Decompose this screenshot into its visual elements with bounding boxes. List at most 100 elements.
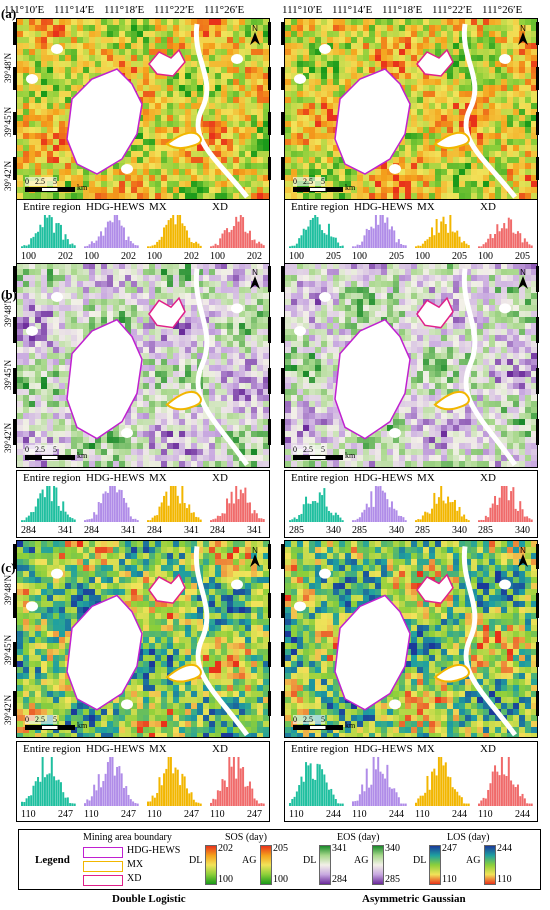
histogram-bar bbox=[381, 215, 384, 248]
histogram-bar bbox=[195, 241, 198, 248]
histogram-bar bbox=[93, 242, 96, 248]
map-frame-tick bbox=[13, 593, 16, 618]
histogram-min-tick: 100 bbox=[147, 251, 162, 262]
histogram-bar bbox=[235, 778, 238, 806]
scale-unit: km bbox=[77, 183, 88, 192]
histogram-bar bbox=[341, 520, 344, 522]
histogram-bars bbox=[84, 215, 139, 248]
histogram-bar bbox=[151, 245, 154, 248]
histogram-bar bbox=[109, 757, 112, 806]
histogram-bar bbox=[179, 785, 182, 806]
histogram-bars bbox=[147, 486, 202, 522]
histogram-bar bbox=[388, 229, 391, 248]
histogram-bar bbox=[214, 518, 217, 522]
histogram-bar bbox=[127, 794, 130, 806]
histogram-title: XD bbox=[480, 472, 496, 484]
histogram-box-c-dl: Entire region 110 247 HDG-HEWS 110 247 MX 110 24… bbox=[16, 741, 270, 822]
histogram-bar bbox=[41, 227, 44, 248]
histogram-bar bbox=[421, 243, 424, 248]
histogram-bar bbox=[197, 517, 200, 522]
histogram-bar bbox=[332, 237, 335, 248]
map-frame-tick bbox=[13, 691, 16, 716]
north-arrow-icon: N bbox=[515, 23, 531, 47]
histogram-bar bbox=[352, 246, 354, 248]
hdg-hews-boundary bbox=[66, 68, 143, 175]
histogram-bar bbox=[289, 520, 291, 522]
histogram-bar bbox=[55, 780, 58, 806]
histogram-bar bbox=[428, 513, 431, 522]
histogram-title: XD bbox=[480, 743, 496, 755]
histogram-bar bbox=[64, 234, 67, 248]
histogram-max-tick: 340 bbox=[326, 525, 341, 536]
histogram-min-tick: 110 bbox=[147, 809, 162, 820]
histogram-bar bbox=[447, 496, 450, 522]
histogram-bar bbox=[460, 242, 463, 248]
histogram-bar bbox=[480, 246, 483, 248]
histogram-bar bbox=[384, 222, 387, 248]
map-frame-tick bbox=[268, 593, 271, 618]
histogram-bar bbox=[37, 777, 40, 806]
histogram-max-tick: 205 bbox=[326, 251, 341, 262]
map-frame-tick bbox=[536, 691, 539, 716]
mx-boundary bbox=[433, 390, 470, 411]
histogram-bar bbox=[323, 233, 326, 248]
map-frame-tick bbox=[281, 691, 284, 716]
histogram-bar bbox=[480, 519, 483, 522]
histogram-bar bbox=[467, 245, 470, 248]
histogram-bar bbox=[120, 773, 123, 806]
histogram-bar bbox=[526, 803, 529, 806]
sos-ag-max: 205 bbox=[273, 843, 288, 854]
histogram-bar bbox=[419, 245, 422, 248]
histogram-bar bbox=[321, 769, 324, 806]
histogram-min-tick: 100 bbox=[21, 251, 36, 262]
eos-ag-label: AG bbox=[354, 855, 369, 866]
histogram-bar bbox=[210, 520, 212, 522]
histogram-bar bbox=[95, 240, 98, 248]
histogram-bar bbox=[151, 795, 154, 806]
histogram-bar bbox=[232, 757, 235, 806]
histogram-bar bbox=[100, 787, 103, 806]
histogram-bar bbox=[199, 245, 202, 248]
histogram-bar bbox=[428, 789, 431, 806]
legend-title: Legend bbox=[35, 854, 70, 866]
histogram-bar bbox=[523, 516, 526, 522]
histogram-min-tick: 100 bbox=[210, 251, 225, 262]
scale-tick-0: 0 bbox=[25, 177, 29, 186]
histogram-bar bbox=[442, 765, 445, 806]
eos-ag-colorbar bbox=[372, 845, 384, 885]
histogram-bar bbox=[302, 228, 305, 248]
histogram-box-b-ag: Entire region 285 340 HDG-HEWS 285 340 MX 285 34… bbox=[284, 470, 538, 538]
histogram-bar bbox=[327, 510, 330, 522]
histogram-bar bbox=[437, 757, 440, 806]
histogram-bar bbox=[125, 239, 128, 248]
histogram-bar bbox=[426, 512, 429, 522]
histogram-title: XD bbox=[212, 201, 228, 213]
histogram-bar bbox=[73, 245, 76, 248]
histogram-bar bbox=[424, 792, 427, 806]
histogram-bar bbox=[293, 245, 296, 248]
histogram-bar bbox=[86, 245, 89, 248]
eos-ag-min: 285 bbox=[385, 874, 400, 885]
mx-boundary bbox=[433, 131, 470, 150]
histogram-bar bbox=[122, 498, 125, 522]
histogram-bar bbox=[496, 504, 499, 522]
histogram-min-tick: 100 bbox=[84, 251, 99, 262]
histogram-bar bbox=[512, 784, 515, 806]
histogram-bar bbox=[498, 231, 501, 248]
histogram-title: Entire region bbox=[23, 743, 81, 755]
histogram-bar bbox=[419, 519, 422, 522]
hdg-hews-label: HDG-HEWS bbox=[127, 845, 181, 856]
histogram-bar bbox=[93, 512, 96, 522]
histogram-bar bbox=[516, 231, 519, 248]
histogram-bar bbox=[97, 774, 100, 806]
map-panel-c-asymmetric-gaussian: 0 2.5 5 km N bbox=[284, 540, 538, 738]
histogram-bar bbox=[449, 502, 452, 522]
histogram-bar bbox=[500, 486, 503, 522]
histogram-bar bbox=[242, 493, 245, 522]
histogram-bar bbox=[113, 486, 116, 522]
histogram-bar bbox=[465, 803, 468, 806]
histogram-bar bbox=[50, 757, 53, 806]
histogram-bar bbox=[358, 517, 361, 522]
histogram-bar bbox=[127, 236, 130, 248]
histogram-bar bbox=[192, 512, 195, 522]
